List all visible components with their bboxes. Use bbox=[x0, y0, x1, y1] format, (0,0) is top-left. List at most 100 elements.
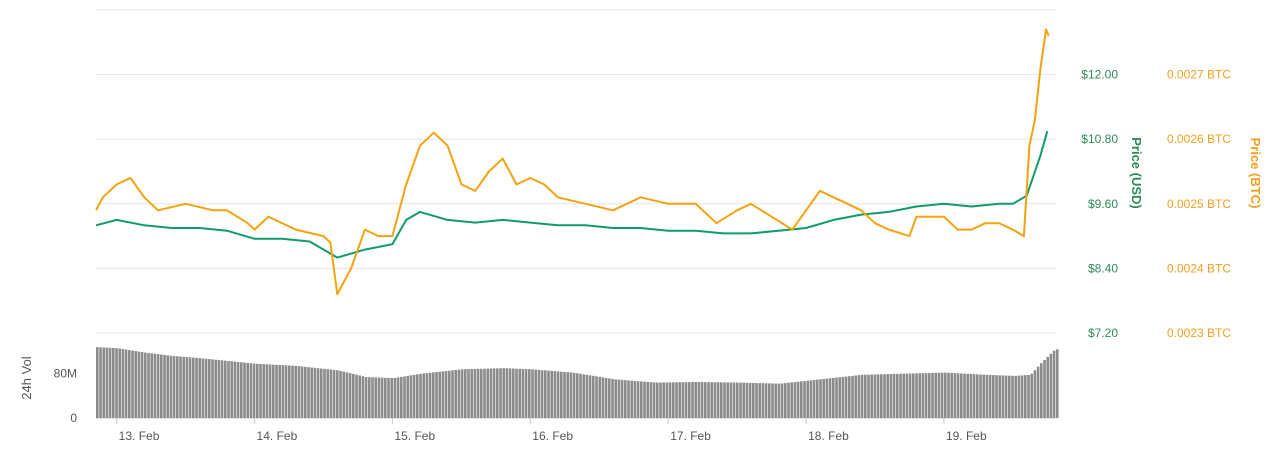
volume-bar bbox=[1017, 375, 1021, 418]
volume-bar bbox=[1020, 375, 1024, 418]
volume-bar bbox=[937, 372, 941, 418]
volume-bar bbox=[777, 383, 781, 418]
volume-bar bbox=[838, 377, 841, 418]
volume-bar bbox=[979, 374, 982, 418]
volume-bar bbox=[115, 348, 118, 418]
volume-bar bbox=[924, 373, 928, 418]
volume-bar bbox=[700, 382, 704, 418]
volume-bar bbox=[224, 360, 227, 418]
volume-bar bbox=[416, 374, 419, 418]
volume-bar bbox=[1024, 375, 1027, 418]
y-axis-title-btc: Price (BTC) bbox=[1248, 138, 1263, 209]
volume-bar bbox=[358, 375, 361, 418]
volume-bar bbox=[534, 369, 537, 418]
volume-bar bbox=[780, 383, 784, 418]
volume-bar bbox=[489, 368, 493, 418]
y-axis-title-usd: Price (USD) bbox=[1129, 137, 1144, 209]
axes: $7.20 $8.40 $9.60 $10.80 $12.00 0.0023 BTC 0.0… bbox=[54, 68, 1232, 443]
volume-bar bbox=[880, 374, 883, 418]
volume-bar bbox=[550, 370, 553, 418]
volume-bar bbox=[499, 368, 502, 418]
volume-bar bbox=[656, 382, 659, 418]
volume-bar bbox=[662, 382, 665, 418]
volume-bar bbox=[816, 379, 819, 418]
volume-bar bbox=[707, 382, 710, 418]
volume-bar bbox=[771, 383, 774, 418]
volume-bar bbox=[182, 356, 185, 418]
volume-bar bbox=[156, 354, 160, 418]
volume-bar bbox=[940, 372, 944, 418]
volume-bar bbox=[96, 347, 99, 418]
volume-bar bbox=[147, 353, 150, 418]
volume-bar bbox=[166, 355, 169, 418]
volume-bar bbox=[604, 377, 608, 418]
volume-bar bbox=[316, 368, 320, 418]
volume-bar bbox=[793, 382, 797, 418]
volume-bar bbox=[1036, 366, 1040, 418]
volume-bar bbox=[406, 375, 409, 418]
volume-bar bbox=[614, 379, 617, 418]
volume-bar bbox=[291, 365, 294, 418]
volume-bar bbox=[1014, 375, 1017, 418]
volume-bar bbox=[630, 380, 633, 418]
volume-bar bbox=[995, 375, 998, 418]
volume-bar bbox=[918, 373, 921, 418]
volume-bar bbox=[377, 377, 381, 418]
volume-bar bbox=[972, 374, 976, 418]
volume-bar bbox=[764, 383, 768, 418]
volume-bar bbox=[313, 367, 317, 418]
volume-bar bbox=[227, 360, 230, 418]
volume-bar bbox=[716, 382, 720, 418]
volume-bar bbox=[192, 357, 195, 418]
volume-bar bbox=[832, 377, 835, 418]
volume-bar bbox=[828, 378, 832, 418]
volume-bar bbox=[432, 372, 435, 418]
volume-bar bbox=[675, 382, 678, 418]
volume-bar bbox=[659, 382, 662, 418]
volume-bar bbox=[854, 375, 857, 418]
volume-bar bbox=[598, 376, 601, 418]
volume-bar bbox=[998, 375, 1001, 418]
volume-bar bbox=[1052, 350, 1056, 418]
volume-bar bbox=[352, 373, 355, 418]
volume-bar bbox=[374, 377, 377, 418]
volume-bar bbox=[195, 357, 198, 418]
volume-bar bbox=[300, 366, 304, 418]
volume-bar bbox=[624, 380, 627, 418]
volume-bar bbox=[470, 369, 473, 418]
y-tick-label-usd: $8.40 bbox=[1088, 261, 1118, 275]
volume-bar bbox=[230, 361, 233, 418]
volume-bar bbox=[745, 382, 749, 418]
volume-bar bbox=[908, 373, 912, 418]
volume-bar bbox=[451, 370, 454, 418]
volume-bar bbox=[403, 376, 406, 418]
volume-bar bbox=[1030, 373, 1033, 418]
volume-bar bbox=[684, 382, 688, 418]
volume-bar bbox=[691, 382, 694, 418]
volume-bar bbox=[153, 353, 157, 418]
volume-bar bbox=[784, 383, 787, 418]
volume-bar bbox=[572, 372, 576, 418]
volume-bar bbox=[512, 368, 515, 418]
volume-bar bbox=[678, 382, 681, 418]
volume-bar bbox=[172, 356, 176, 418]
volume-bar bbox=[905, 373, 909, 418]
y-tick-label-volume: 80M bbox=[54, 367, 77, 381]
y-axis-title-volume: 24h Vol bbox=[19, 356, 34, 399]
volume-bar bbox=[739, 382, 742, 418]
x-tick-label: 19. Feb bbox=[946, 429, 987, 443]
volume-bar bbox=[144, 352, 147, 418]
volume-bar bbox=[867, 374, 870, 418]
y-tick-label-btc: 0.0024 BTC bbox=[1167, 261, 1231, 275]
volume-bar bbox=[1008, 375, 1011, 418]
volume-bar bbox=[268, 364, 272, 418]
volume-bar bbox=[723, 382, 726, 418]
volume-bar bbox=[108, 347, 112, 418]
volume-bar bbox=[307, 367, 310, 418]
volume-bar bbox=[441, 371, 445, 418]
volume-bar bbox=[396, 377, 400, 418]
volume-bar bbox=[384, 377, 387, 418]
volume-bar bbox=[825, 378, 829, 418]
volume-bar bbox=[486, 368, 489, 418]
volume-bar bbox=[620, 379, 624, 418]
